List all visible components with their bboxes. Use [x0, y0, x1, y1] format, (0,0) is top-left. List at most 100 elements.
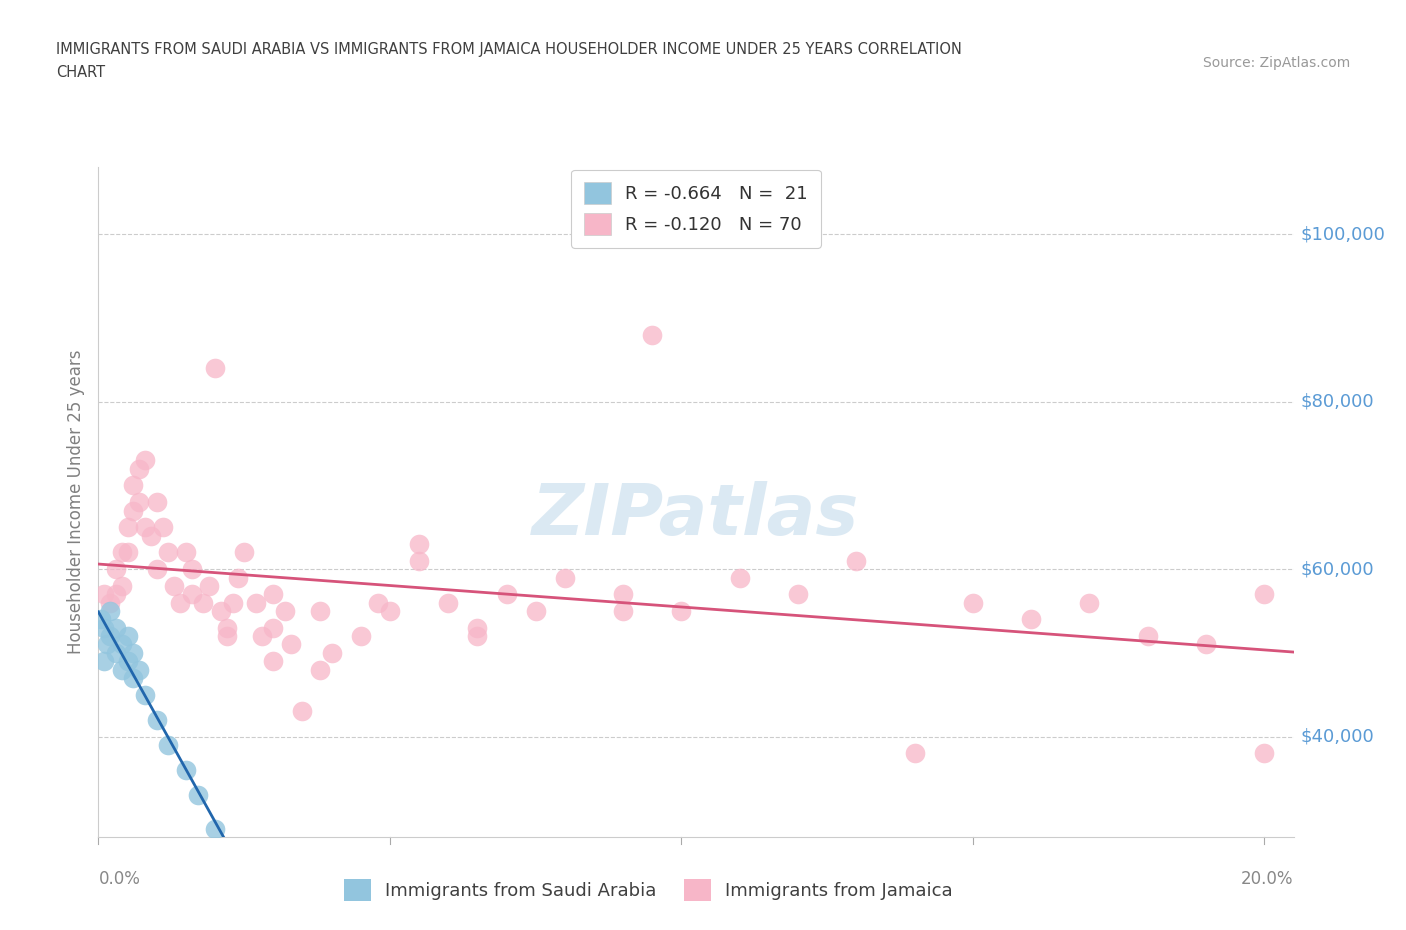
Text: $60,000: $60,000 [1301, 560, 1374, 578]
Text: ZIPatlas: ZIPatlas [533, 481, 859, 550]
Point [245, 595, 267, 610]
Point [128, 662, 150, 677]
Point [1253, 746, 1275, 761]
Point [903, 746, 925, 761]
Point [554, 570, 576, 585]
Point [117, 520, 139, 535]
Point [122, 645, 145, 660]
Point [128, 461, 150, 476]
Point [495, 587, 517, 602]
Point [467, 629, 489, 644]
Point [111, 545, 134, 560]
Point [198, 578, 221, 593]
Point [145, 495, 167, 510]
Point [280, 637, 302, 652]
Point [122, 503, 145, 518]
Point [180, 587, 202, 602]
Point [98, 629, 121, 644]
Point [180, 562, 202, 577]
Legend: Immigrants from Saudi Arabia, Immigrants from Jamaica: Immigrants from Saudi Arabia, Immigrants… [336, 871, 960, 909]
Point [321, 645, 343, 660]
Point [145, 712, 167, 727]
Point [215, 629, 238, 644]
Point [221, 595, 243, 610]
Point [209, 604, 232, 618]
Point [262, 587, 284, 602]
Text: $40,000: $40,000 [1301, 727, 1374, 746]
Text: $100,000: $100,000 [1301, 225, 1385, 244]
Point [641, 327, 664, 342]
Point [169, 595, 191, 610]
Point [111, 637, 134, 652]
Point [157, 737, 180, 752]
Text: $80,000: $80,000 [1301, 392, 1374, 411]
Point [104, 562, 127, 577]
Point [163, 578, 186, 593]
Point [728, 570, 751, 585]
Point [612, 587, 634, 602]
Point [228, 570, 250, 585]
Point [98, 595, 121, 610]
Point [408, 553, 430, 568]
Point [262, 654, 284, 669]
Point [250, 629, 273, 644]
Point [1136, 629, 1159, 644]
Point [128, 495, 150, 510]
Point [93, 587, 115, 602]
Point [104, 587, 127, 602]
Point [612, 604, 634, 618]
Point [787, 587, 810, 602]
Point [117, 654, 139, 669]
Point [152, 520, 174, 535]
Point [845, 553, 868, 568]
Point [98, 604, 121, 618]
Point [309, 662, 332, 677]
Point [174, 545, 197, 560]
Point [117, 545, 139, 560]
Point [367, 595, 389, 610]
Point [117, 629, 139, 644]
Point [157, 545, 180, 560]
Point [134, 687, 156, 702]
Point [1019, 612, 1042, 627]
Point [524, 604, 547, 618]
Point [233, 545, 256, 560]
Point [204, 361, 226, 376]
Point [93, 654, 115, 669]
Point [186, 788, 208, 803]
Point [467, 620, 489, 635]
Point [145, 562, 167, 577]
Text: Source: ZipAtlas.com: Source: ZipAtlas.com [1202, 56, 1350, 70]
Point [204, 821, 226, 836]
Point [96, 637, 118, 652]
Point [408, 537, 430, 551]
Point [193, 595, 215, 610]
Point [350, 629, 373, 644]
Point [134, 453, 156, 468]
Point [139, 528, 162, 543]
Point [309, 604, 332, 618]
Point [437, 595, 460, 610]
Point [174, 763, 197, 777]
Point [111, 662, 134, 677]
Point [122, 671, 145, 685]
Point [262, 620, 284, 635]
Point [1253, 587, 1275, 602]
Point [90, 612, 112, 627]
Point [215, 620, 238, 635]
Text: 20.0%: 20.0% [1241, 870, 1294, 888]
Y-axis label: Householder Income Under 25 years: Householder Income Under 25 years [66, 350, 84, 655]
Point [274, 604, 297, 618]
Point [291, 704, 314, 719]
Point [1078, 595, 1101, 610]
Point [93, 620, 115, 635]
Point [122, 478, 145, 493]
Point [1195, 637, 1218, 652]
Text: CHART: CHART [56, 65, 105, 80]
Point [111, 578, 134, 593]
Text: 0.0%: 0.0% [98, 870, 141, 888]
Text: IMMIGRANTS FROM SAUDI ARABIA VS IMMIGRANTS FROM JAMAICA HOUSEHOLDER INCOME UNDER: IMMIGRANTS FROM SAUDI ARABIA VS IMMIGRAN… [56, 42, 962, 57]
Point [134, 520, 156, 535]
Point [378, 604, 401, 618]
Point [671, 604, 693, 618]
